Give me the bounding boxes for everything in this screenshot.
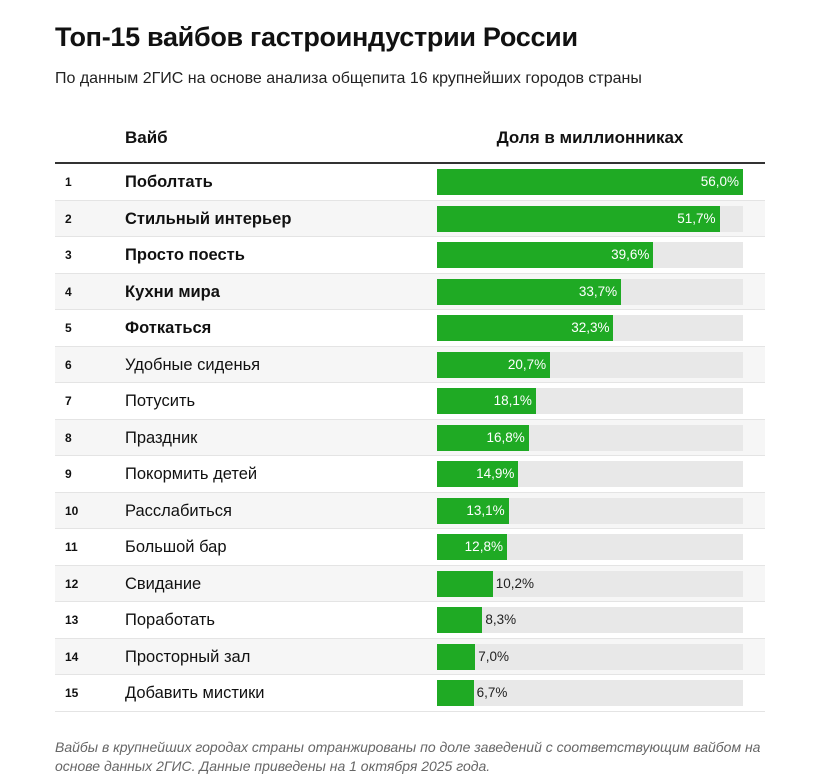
vibe-label: Праздник — [125, 428, 198, 447]
vibe-label: Кухни мира — [125, 282, 220, 301]
rank: 5 — [65, 321, 72, 335]
bar-track: 33,7% — [437, 278, 743, 305]
value-label: 13,1% — [466, 502, 505, 518]
value-label: 12,8% — [464, 539, 503, 554]
bar-track: 12,8% — [437, 534, 743, 560]
bar-track: 16,8% — [437, 424, 743, 451]
vibe-label: Фоткаться — [125, 319, 212, 337]
vibe-label: Расслабиться — [125, 501, 232, 520]
rank: 15 — [65, 686, 79, 700]
table-row: 1 Поболтать 56,0% — [55, 164, 765, 201]
table-row: 13 Поработать 8,3% — [55, 602, 765, 639]
rank: 14 — [65, 649, 79, 664]
rank: 10 — [65, 503, 79, 518]
rank: 9 — [65, 467, 72, 481]
bar — [437, 351, 551, 378]
value-label: 16,8% — [486, 429, 525, 445]
bar — [437, 424, 529, 451]
rank: 4 — [65, 284, 72, 299]
vibe-label: Поболтать — [125, 173, 213, 191]
rank: 11 — [65, 540, 78, 554]
bar — [437, 461, 519, 487]
bar-track: 18,1% — [437, 388, 743, 414]
chart-subtitle: По данным 2ГИС на основе анализа общепит… — [55, 70, 642, 87]
vibe-label: Просторный зал — [125, 647, 251, 666]
bar — [437, 169, 743, 195]
value-label: 56,0% — [700, 174, 739, 189]
vibe-label: Добавить мистики — [125, 684, 265, 702]
vibe-label: Потусить — [125, 392, 196, 410]
vibe-label: Просто поесть — [125, 246, 245, 264]
bar-track: 20,7% — [437, 351, 743, 378]
rank: 7 — [65, 394, 72, 408]
bar-track: 32,3% — [437, 315, 743, 341]
value-label: 8,3% — [485, 612, 517, 627]
rank: 6 — [65, 357, 72, 372]
vibe-label: Удобные сиденья — [125, 355, 261, 374]
vibe-label: Большой бар — [125, 538, 227, 556]
value-label: 51,7% — [677, 210, 716, 226]
vibe-label: Покормить детей — [125, 465, 258, 483]
table-row: 7 Потусить 18,1% — [55, 383, 765, 420]
bar-track: 51,7% — [437, 205, 743, 232]
value-label: 32,3% — [571, 320, 610, 335]
bar-track: 39,6% — [437, 242, 743, 268]
chart-title: Топ-15 вайбов гастроиндустрии России — [55, 22, 578, 52]
vibe-label: Свидание — [125, 574, 202, 593]
table-row: 6 Удобные сиденья 20,7% — [55, 346, 765, 383]
vibe-label: Поработать — [125, 611, 215, 629]
bar — [437, 570, 493, 597]
value-label: 14,9% — [476, 466, 515, 481]
bar — [437, 497, 509, 524]
value-label: 20,7% — [507, 356, 547, 372]
rank: 12 — [65, 576, 79, 591]
table-row: 15 Добавить мистики 6,7% — [55, 675, 765, 712]
bar — [437, 388, 536, 414]
bar-track: 56,0% — [437, 169, 743, 195]
table-body: 1 Поболтать 56,0% 2 Стильный интерьер 51… — [55, 164, 765, 712]
table-row: 14 Просторный зал 7,0% — [55, 638, 765, 675]
bar-track: 13,1% — [437, 497, 743, 524]
bar — [437, 607, 483, 633]
value-label: 6,7% — [476, 685, 508, 700]
value-label: 7,0% — [478, 648, 510, 664]
value-label: 39,6% — [611, 247, 650, 262]
rank: 2 — [65, 211, 72, 226]
bar — [437, 643, 476, 670]
bar — [437, 315, 614, 341]
bar-track: 6,7% — [437, 680, 743, 706]
header-rule — [55, 162, 765, 164]
table-row: 4 Кухни мира 33,7% — [55, 273, 765, 310]
value-label: 18,1% — [493, 393, 532, 408]
vibe-label: Стильный интерьер — [125, 209, 292, 228]
table-row: 2 Стильный интерьер 51,7% — [55, 200, 765, 237]
column-header-vibe: Вайб — [125, 128, 168, 147]
rank: 1 — [65, 175, 72, 189]
footnote: Вайбы в крупнейших городах страны отранж… — [55, 739, 761, 774]
bar — [437, 534, 507, 560]
bar-track: 14,9% — [437, 461, 743, 487]
table-row: 9 Покормить детей 14,9% — [55, 456, 765, 493]
bar-track: 10,2% — [437, 570, 743, 597]
table-row: 10 Расслабиться 13,1% — [55, 492, 765, 529]
bar-track: 7,0% — [437, 643, 743, 670]
column-header-share: Доля в миллионниках — [496, 128, 684, 147]
table-row: 8 Праздник 16,8% — [55, 419, 765, 456]
table-row: 11 Большой бар 12,8% — [55, 529, 765, 566]
rank: 13 — [65, 613, 79, 627]
rank: 8 — [65, 430, 72, 445]
bar — [437, 278, 622, 305]
bar-track: 8,3% — [437, 607, 743, 633]
table-row: 5 Фоткаться 32,3% — [55, 310, 765, 347]
bar — [437, 680, 474, 706]
table-row: 3 Просто поесть 39,6% — [55, 237, 765, 274]
table-row: 12 Свидание 10,2% — [55, 565, 765, 602]
bar — [437, 205, 720, 232]
bar — [437, 242, 654, 268]
value-label: 33,7% — [578, 283, 618, 299]
value-label: 10,2% — [495, 575, 535, 591]
rank: 3 — [65, 248, 72, 262]
